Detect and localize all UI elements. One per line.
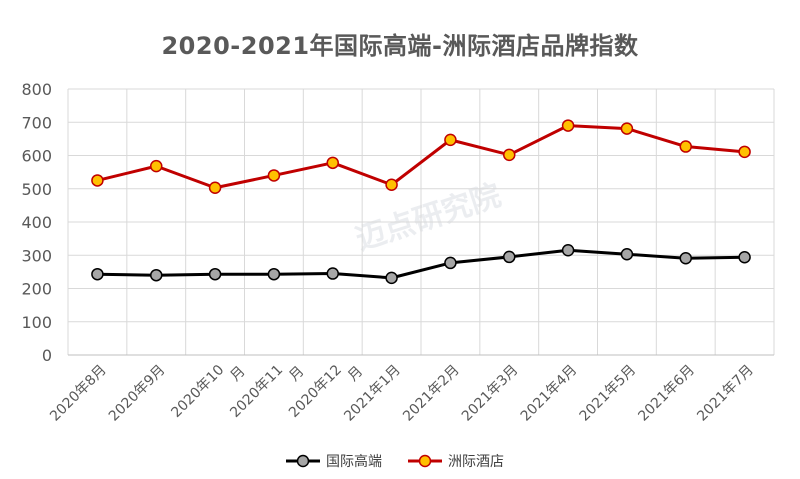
chart-title: 2020-2021年国际高端-洲际酒店品牌指数 — [161, 32, 639, 60]
x-tick-label: 2020年9月 — [106, 362, 169, 425]
data-point — [620, 248, 634, 261]
watermark-text: 迈点研究院 — [352, 178, 505, 258]
data-point — [561, 119, 575, 132]
data-point — [208, 181, 222, 195]
legend-marker-1 — [418, 454, 432, 468]
data-point — [385, 178, 398, 192]
y-tick-label: 200 — [21, 280, 52, 299]
data-point — [208, 267, 222, 281]
legend-label-0: 国际高端 — [326, 453, 382, 470]
data-point — [679, 140, 692, 153]
x-tick-label: 2021年7月 — [694, 362, 757, 425]
x-tick-label: 2021年5月 — [577, 362, 640, 425]
series-line-0 — [97, 248, 745, 280]
data-point — [326, 267, 339, 280]
x-tick-label: 2021年2月 — [400, 362, 463, 425]
data-point — [267, 267, 281, 281]
data-point — [679, 251, 692, 265]
legend-label-1: 洲际酒店 — [448, 454, 504, 470]
y-tick-label: 800 — [21, 80, 52, 99]
x-tick-label: 2021年6月 — [635, 362, 698, 425]
y-tick-label: 300 — [21, 246, 52, 265]
legend-marker-0 — [296, 454, 310, 468]
y-tick-label: 0 — [42, 346, 52, 365]
data-point — [150, 268, 163, 282]
series-line-1 — [97, 124, 745, 190]
y-tick-label: 700 — [21, 113, 52, 132]
data-point — [444, 133, 457, 147]
y-tick-label: 500 — [21, 180, 52, 199]
y-tick-label: 100 — [21, 313, 52, 332]
x-tick-label: 2020年8月 — [47, 362, 110, 425]
data-point — [326, 156, 339, 170]
x-tick-label: 2021年4月 — [518, 362, 581, 425]
data-point — [267, 169, 281, 182]
data-point — [444, 256, 457, 270]
data-point — [738, 145, 751, 159]
y-tick-label: 600 — [21, 147, 52, 166]
data-point — [738, 250, 751, 264]
data-point — [150, 159, 163, 173]
data-point — [561, 244, 575, 257]
data-point — [620, 122, 634, 135]
data-point — [91, 267, 104, 281]
data-point — [503, 250, 516, 264]
x-tick-label: 2021年3月 — [459, 362, 522, 425]
y-tick-label: 400 — [21, 213, 52, 232]
data-point — [503, 148, 516, 162]
data-point — [385, 271, 398, 285]
data-point — [91, 174, 104, 187]
